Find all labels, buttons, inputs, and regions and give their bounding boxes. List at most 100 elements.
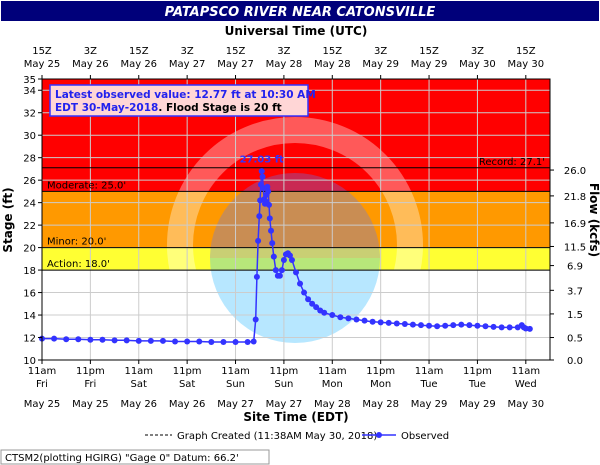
band-minor (42, 191, 550, 248)
x-tick-time: 11pm (463, 366, 492, 377)
record-label: Record: 27.1' (479, 157, 545, 168)
data-point (417, 322, 424, 329)
data-point (498, 324, 505, 331)
legend-observed-text: Observed (401, 431, 449, 442)
data-point (409, 321, 416, 328)
x-tick-date: May 26 (120, 399, 157, 410)
threshold-label-minor: Minor: 20.0' (47, 237, 106, 248)
data-point (434, 323, 441, 330)
legend-created-text: Graph Created (11:38AM May 30, 2018) (177, 431, 377, 442)
x-tick-date: May 28 (314, 399, 351, 410)
top-tick-time: 3Z (84, 46, 97, 57)
top-tick-time: 15Z (129, 46, 149, 57)
data-point (256, 213, 263, 220)
y2-tick-label: 11.5 (564, 242, 586, 253)
y-tick-label: 10 (23, 356, 36, 367)
x-tick-date: May 27 (266, 399, 303, 410)
data-point (345, 315, 352, 322)
top-tick-time: 15Z (419, 46, 439, 57)
x-tick-time: 11pm (76, 366, 105, 377)
peak-label: 27.03 ft (240, 155, 284, 166)
x-tick-time: 11am (28, 366, 57, 377)
x-tick-date: May 28 (362, 399, 399, 410)
data-point (426, 322, 433, 329)
data-point (329, 312, 336, 319)
y-tick-label: 14 (23, 311, 36, 322)
info-date-and-flood-stage: EDT 30-May-2018. Flood Stage is 20 ft (55, 102, 282, 114)
data-point (272, 267, 279, 274)
data-point (259, 173, 266, 180)
watermark-lower-disc (210, 258, 380, 343)
observed-series: 27.03 ft (39, 155, 533, 346)
y-tick-label: 35 (23, 75, 36, 86)
x-tick-date: May 26 (169, 399, 206, 410)
y-tick-label: 18 (23, 266, 36, 277)
top-tick-time: 3Z (277, 46, 290, 57)
x-tick-day: Sat (179, 379, 195, 390)
data-point (258, 168, 265, 175)
x-tick-day: Fri (36, 379, 48, 390)
top-tick-time: 15Z (322, 46, 342, 57)
top-tick-date: May 28 (266, 59, 303, 70)
y-tick-label: 34 (23, 86, 36, 97)
y-tick-label: 20 (23, 244, 36, 255)
y-tick-label: 24 (23, 199, 36, 210)
threshold-label-moderate: Moderate: 25.0' (47, 180, 126, 191)
noaa-watermark (167, 117, 423, 373)
x-tick-day: Sat (131, 379, 147, 390)
data-point (99, 336, 106, 343)
data-point (184, 338, 191, 345)
datum-text: CTSM2(plotting HGIRG) "Gage 0" Datum: 66… (5, 453, 239, 464)
data-point (385, 319, 392, 326)
x-tick-time: 11am (318, 366, 347, 377)
data-point (232, 339, 239, 346)
x-tick-date: May 25 (72, 399, 109, 410)
data-point (250, 338, 257, 345)
threshold-label-action: Action: 18.0' (47, 259, 110, 270)
top-tick-date: May 29 (362, 59, 399, 70)
info-flood-stage: . Flood Stage is 20 ft (158, 102, 281, 114)
data-point (482, 323, 489, 330)
data-point (123, 337, 130, 344)
y2-tick-label: 3.7 (567, 286, 583, 297)
x-tick-day: Wed (515, 379, 537, 390)
info-date: EDT 30-May-2018 (55, 102, 158, 114)
top-tick-time: 15Z (226, 46, 246, 57)
y2-tick-label: 26.0 (564, 166, 586, 177)
y2-tick-label: 1.5 (567, 310, 583, 321)
data-point (369, 318, 376, 325)
data-point (159, 337, 166, 344)
data-point (506, 324, 513, 331)
x-tick-day: Tue (420, 379, 438, 390)
data-point (268, 227, 275, 234)
y-tick-label: 22 (23, 221, 36, 232)
data-point (265, 201, 272, 208)
x-tick-time: 11pm (366, 366, 395, 377)
data-point (361, 317, 368, 324)
data-point (353, 316, 360, 323)
y-tick-label: 32 (23, 109, 36, 120)
data-point (401, 321, 408, 328)
data-point (458, 321, 465, 328)
data-point (313, 304, 320, 311)
x-tick-time: 11am (512, 366, 541, 377)
data-point (301, 289, 308, 296)
data-point (288, 256, 295, 263)
y-tick-label: 26 (23, 176, 36, 187)
top-tick-time: 3Z (181, 46, 194, 57)
data-point (466, 322, 473, 329)
x-tick-time: 11am (221, 366, 250, 377)
data-point (147, 337, 154, 344)
y2-tick-label: 0.5 (567, 334, 583, 345)
top-tick-time: 15Z (516, 46, 536, 57)
x-axis-label: Site Time (EDT) (243, 410, 348, 424)
data-point (321, 309, 328, 316)
y2-tick-label: 6.9 (567, 262, 583, 273)
data-point (337, 314, 344, 321)
title-banner (1, 1, 599, 21)
data-point (309, 300, 316, 307)
data-point (220, 339, 227, 346)
y2-tick-label: 16.9 (564, 219, 586, 230)
